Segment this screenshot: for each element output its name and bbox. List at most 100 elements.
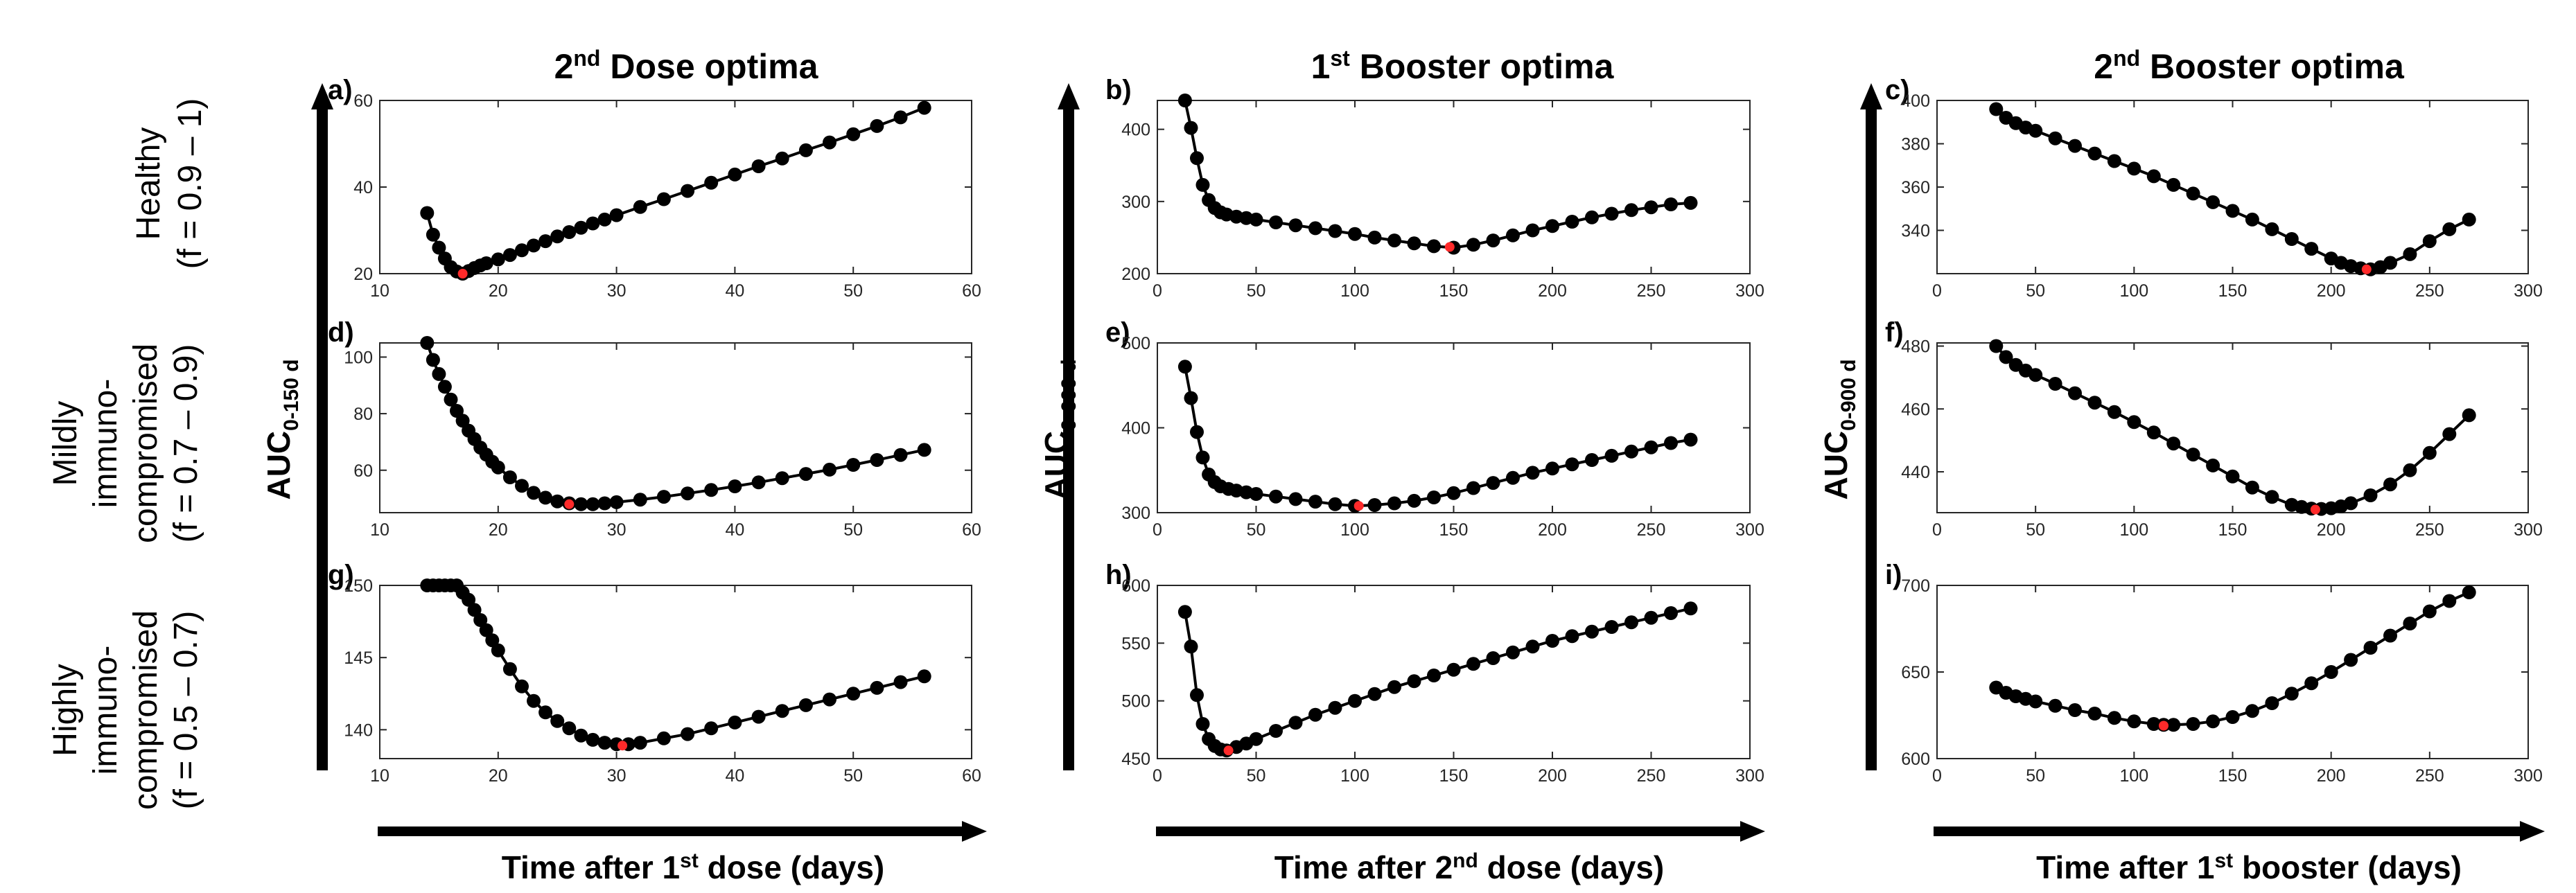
data-point [1308,495,1322,509]
y-tick-label: 500 [1121,692,1150,711]
x-axis-arrowhead-3 [2520,821,2545,842]
row-label-mildly-line2: immuno- [87,379,124,509]
data-point [432,240,446,255]
data-point [586,216,600,231]
data-point [2225,469,2240,484]
data-point [473,613,488,627]
data-point [2284,232,2299,246]
data-point [550,229,565,244]
data-point [2127,415,2141,430]
data-point [846,458,861,472]
y-tick-label: 140 [344,720,373,740]
data-point [515,679,529,693]
optimum-point [1353,501,1364,511]
x-tick-label: 100 [2119,520,2148,540]
data-point [2383,256,2397,270]
data-point [1407,236,1421,251]
data-point [485,633,500,648]
data-point [1999,350,2013,364]
data-point [2383,628,2397,643]
y-tick-label: 200 [1121,265,1150,284]
axis-arrows-layer [311,83,2545,842]
data-point [917,669,931,684]
x-tick-label: 50 [1247,281,1266,301]
optimum-point [2159,720,2168,731]
data-point [2265,222,2279,236]
data-point [2403,617,2417,630]
data-point [1545,461,1559,476]
x-axis-label-col2-pre: Time after 2 [1274,849,1453,885]
y-tick-label: 150 [344,576,373,596]
data-point [2403,463,2417,477]
y-tick-label: 400 [1121,121,1150,140]
data-point [798,143,813,157]
column-title-2-rest: Booster optima [1350,47,1615,86]
data-point [846,687,861,701]
y-tick-label: 600 [1901,750,1930,769]
panel-letter: c) [1885,75,1910,105]
data-point [2245,212,2259,227]
data-point [846,127,861,141]
row-label-highly: Highly immuno- compromised (f = 0.5 – 0.… [47,610,204,810]
data-point [656,490,671,504]
x-axis-label-col1-pre: Time after 1 [502,849,680,885]
data-point [502,248,517,263]
data-point [1177,94,1192,107]
data-point [2245,480,2259,495]
x-tick-label: 40 [725,766,744,786]
data-point [562,721,577,736]
data-point [1249,487,1263,501]
row-label-mildly-f: (f = 0.7 – 0.9) [168,344,204,543]
x-tick-label: 0 [1932,281,1942,301]
data-point [527,693,541,708]
data-point [2166,177,2181,192]
data-point [1407,493,1421,508]
y-tick-label: 700 [1901,576,1930,596]
y-axis-label-col2-sub: 0-600 d [1058,359,1080,430]
data-point [751,159,766,173]
data-point [2029,368,2043,382]
data-point [775,471,789,486]
data-point [597,496,612,511]
x-axis-label-col3-post: booster (days) [2233,849,2462,885]
data-point [2107,405,2121,419]
data-point [633,493,647,507]
x-tick-label: 250 [1637,281,1666,301]
y-axis-arrowhead-2 [1058,83,1080,109]
data-point [574,220,588,235]
data-point [1269,489,1283,504]
row-label-healthy-f: (f = 0.9 – 1) [172,98,209,269]
data-point [2029,694,2043,709]
x-tick-label: 50 [1247,766,1266,786]
x-tick-label: 50 [843,520,863,540]
data-point [2087,707,2102,720]
data-point [586,732,600,747]
plot-box [1936,585,2529,759]
svg-text:AUC0-900 d: AUC0-900 d [1818,359,1860,499]
svg-text:AUC0-600 d: AUC0-600 d [1038,359,1080,499]
data-point [1545,634,1559,648]
x-tick-label: 0 [1153,766,1162,786]
x-axis-label-col2-sup: nd [1453,849,1478,872]
data-point [1683,432,1698,447]
x-tick-label: 50 [1247,520,1266,540]
data-point [704,483,719,497]
data-point [2363,641,2378,655]
data-point [538,490,553,505]
data-point [1184,121,1198,135]
x-tick-label: 100 [1340,766,1369,786]
data-point [1184,391,1198,405]
x-tick-label: 20 [489,520,508,540]
data-point [2403,247,2417,261]
x-tick-label: 10 [370,766,389,786]
data-point [1195,450,1210,465]
x-tick-label: 150 [1439,766,1469,786]
data-point [2462,585,2476,599]
x-tick-label: 200 [2317,520,2346,540]
data-point [870,118,884,133]
data-point [893,110,908,125]
data-point [562,225,577,239]
data-point [1427,490,1441,504]
row-label-mildly-line1: Mildly [47,401,84,486]
